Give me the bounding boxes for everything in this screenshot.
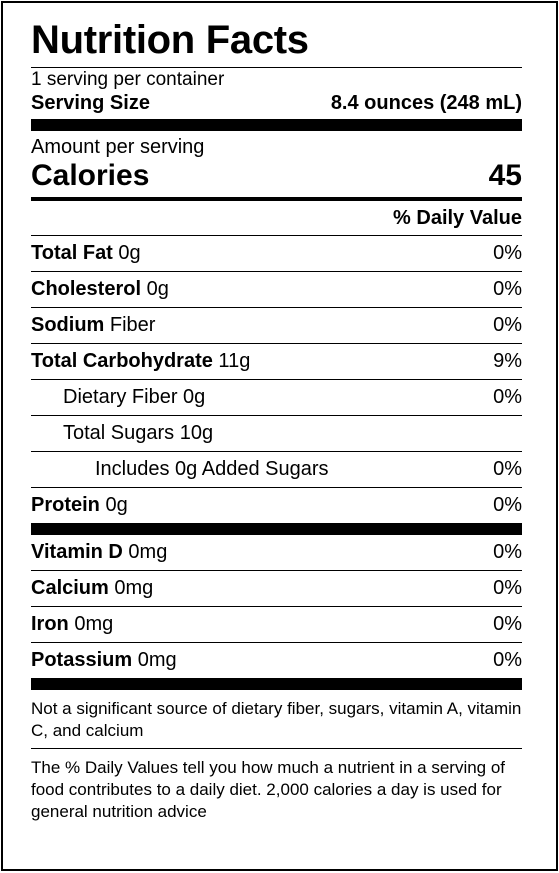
vitamin-dv: 0% xyxy=(493,541,522,563)
serving-size-label: Serving Size xyxy=(31,92,150,114)
vitamin-name: Calcium xyxy=(31,577,109,599)
footnote-significant-source: Not a significant source of dietary fibe… xyxy=(31,690,522,749)
vitamin-dv: 0% xyxy=(493,649,522,671)
nutrient-amount: 0g xyxy=(112,242,141,264)
nutrient-dv: 0% xyxy=(493,386,522,408)
serving-size-row: Serving Size 8.4 ounces (248 mL) xyxy=(31,91,522,115)
vitamin-amount: 0mg xyxy=(108,577,154,599)
nutrient-row-protein: Protein 0g 0% xyxy=(31,488,522,523)
nutrient-dv: 9% xyxy=(493,350,522,372)
vitamin-amount: 0mg xyxy=(132,649,177,671)
nutrient-row-dietary-fiber: Dietary Fiber 0g 0% xyxy=(31,380,522,416)
vitamin-row-potassium: Potassium 0mg 0% xyxy=(31,643,522,678)
nutrient-amount: Includes 0g Added Sugars xyxy=(95,458,329,480)
thick-divider xyxy=(31,678,522,690)
nutrient-row-added-sugars: Includes 0g Added Sugars 0% xyxy=(31,452,522,488)
thick-divider xyxy=(31,119,522,131)
calories-label: Calories xyxy=(31,159,150,192)
vitamin-row-vitamin-d: Vitamin D 0mg 0% xyxy=(31,535,522,571)
nutrient-dv: 0% xyxy=(493,314,522,336)
nutrient-amount: Fiber xyxy=(104,314,156,336)
nutrient-row-cholesterol: Cholesterol 0g 0% xyxy=(31,272,522,308)
vitamin-amount: 0mg xyxy=(122,541,168,563)
nutrient-name: Cholesterol xyxy=(31,278,142,300)
label-title: Nutrition Facts xyxy=(31,18,309,62)
nutrient-dv: 0% xyxy=(493,494,522,516)
servings-per-container: 1 serving per container xyxy=(31,69,225,90)
vitamin-row-calcium: Calcium 0mg 0% xyxy=(31,571,522,607)
nutrient-amount: 0g xyxy=(141,278,169,300)
nutrient-dv: 0% xyxy=(493,458,522,480)
medium-divider xyxy=(31,197,522,201)
nutrient-row-sodium: Sodium Fiber 0% xyxy=(31,308,522,344)
nutrient-dv: 0% xyxy=(493,242,522,264)
vitamin-dv: 0% xyxy=(493,577,522,599)
nutrient-amount: 0g xyxy=(99,494,128,516)
nutrient-row-total-sugars: Total Sugars 10g xyxy=(31,416,522,452)
vitamin-amount: 0mg xyxy=(68,613,114,635)
nutrient-amount: Dietary Fiber 0g xyxy=(63,386,206,408)
nutrient-name: Total Carbohydrate xyxy=(31,350,213,372)
vitamin-name: Iron xyxy=(31,613,69,635)
divider xyxy=(31,67,522,68)
nutrient-amount: Total Sugars 10g xyxy=(63,422,214,444)
nutrient-name: Sodium xyxy=(31,314,105,336)
thick-divider xyxy=(31,523,522,535)
nutrient-amount: 11g xyxy=(212,350,251,372)
daily-value-header: % Daily Value xyxy=(31,201,522,236)
calories-value: 45 xyxy=(488,159,522,192)
vitamin-row-iron: Iron 0mg 0% xyxy=(31,607,522,643)
nutrient-name: Total Fat xyxy=(31,242,113,264)
serving-size-value: 8.4 ounces (248 mL) xyxy=(330,92,522,114)
footnote-daily-values: The % Daily Values tell you how much a n… xyxy=(31,758,506,821)
vitamin-name: Potassium xyxy=(31,649,133,671)
nutrient-row-total-carbohydrate: Total Carbohydrate 11g 9% xyxy=(31,344,522,380)
nutrient-dv: 0% xyxy=(493,278,522,300)
vitamin-dv: 0% xyxy=(493,613,522,635)
amount-per-serving: Amount per serving xyxy=(31,136,205,158)
vitamin-name: Vitamin D xyxy=(31,541,123,563)
nutrient-row-total-fat: Total Fat 0g 0% xyxy=(31,236,522,272)
nutrient-name: Protein xyxy=(31,494,100,516)
calories-row: Calories 45 xyxy=(31,159,522,193)
